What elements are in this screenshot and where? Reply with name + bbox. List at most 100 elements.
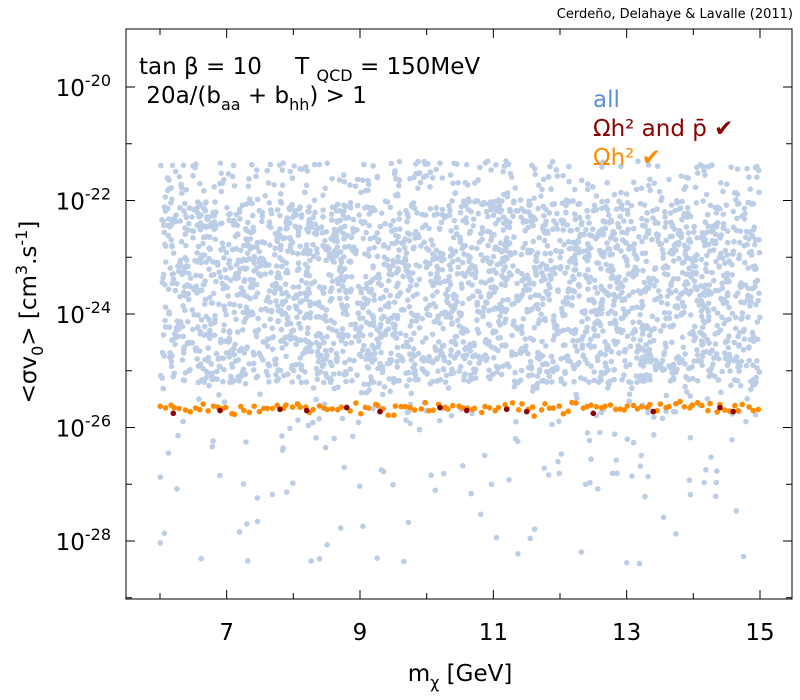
point-all xyxy=(229,173,236,180)
point-all xyxy=(560,227,566,233)
point-all xyxy=(180,350,187,356)
point-all xyxy=(538,193,544,199)
point-all xyxy=(528,216,535,222)
point-all xyxy=(576,359,582,366)
point-all xyxy=(428,278,434,285)
point-all xyxy=(361,381,367,388)
point-all xyxy=(712,204,719,211)
point-all xyxy=(585,181,591,187)
point-all xyxy=(510,263,516,269)
point-all xyxy=(327,298,334,304)
point-all xyxy=(455,349,462,356)
point-all xyxy=(518,206,525,212)
point-all xyxy=(566,163,572,170)
point-all xyxy=(166,216,172,222)
point-all xyxy=(269,325,276,332)
point-all xyxy=(736,343,742,349)
point-all xyxy=(326,245,332,252)
point-all xyxy=(624,333,631,340)
point-all xyxy=(663,392,670,399)
point-all xyxy=(178,238,185,245)
point-all xyxy=(499,198,505,204)
point-all xyxy=(272,361,279,367)
point-all xyxy=(509,301,515,308)
point-all xyxy=(254,495,261,501)
point-all xyxy=(752,266,758,273)
point-all xyxy=(378,331,384,337)
point-all xyxy=(344,332,351,338)
point-all xyxy=(196,214,202,220)
point-all xyxy=(430,282,436,289)
point-all xyxy=(629,305,636,311)
point-all xyxy=(741,299,748,306)
point-all xyxy=(360,305,366,311)
point-relic xyxy=(573,400,579,406)
point-all xyxy=(488,167,494,173)
y-tick-label: 10-20 xyxy=(56,71,111,102)
point-all xyxy=(371,244,378,251)
point-all xyxy=(186,220,192,227)
point-all xyxy=(293,212,300,218)
point-relic-antiproton xyxy=(343,404,350,411)
point-all xyxy=(310,253,317,260)
point-all xyxy=(370,163,376,169)
point-all xyxy=(505,241,512,247)
point-relic xyxy=(732,402,738,409)
point-all xyxy=(380,294,387,300)
point-all xyxy=(622,358,628,364)
point-all xyxy=(225,349,232,356)
point-all xyxy=(435,266,442,273)
point-all xyxy=(728,382,734,389)
point-all xyxy=(274,303,281,309)
point-all xyxy=(297,325,304,331)
point-all xyxy=(437,347,444,354)
point-all xyxy=(179,357,186,363)
point-all xyxy=(313,314,320,320)
point-all xyxy=(659,194,665,201)
point-all xyxy=(166,224,173,230)
point-all xyxy=(624,436,631,443)
point-all xyxy=(187,275,194,282)
point-all xyxy=(626,246,632,252)
point-all xyxy=(542,206,549,213)
point-all xyxy=(458,203,465,210)
point-all xyxy=(504,223,511,229)
point-all xyxy=(334,358,340,365)
point-all xyxy=(663,344,669,350)
point-all xyxy=(658,364,664,371)
point-all xyxy=(584,275,590,282)
point-all xyxy=(686,265,692,272)
point-all xyxy=(396,378,403,384)
point-relic xyxy=(157,403,163,410)
point-all xyxy=(411,330,417,337)
point-all xyxy=(460,353,466,359)
point-all xyxy=(441,256,447,263)
point-all xyxy=(363,204,370,210)
x-tick-label: 11 xyxy=(479,620,508,646)
point-all xyxy=(419,315,426,322)
point-relic xyxy=(509,400,516,406)
point-all xyxy=(388,350,394,357)
point-all xyxy=(371,350,378,357)
point-all xyxy=(647,377,653,383)
point-all xyxy=(552,271,558,277)
point-all xyxy=(647,187,654,194)
point-all xyxy=(356,338,362,344)
point-all xyxy=(365,187,371,194)
point-all xyxy=(321,243,327,250)
point-all xyxy=(419,339,426,345)
point-all xyxy=(699,300,705,306)
point-all xyxy=(586,437,593,444)
point-all xyxy=(720,225,726,232)
point-all xyxy=(734,377,741,384)
point-all xyxy=(182,254,188,261)
point-all xyxy=(650,337,657,344)
point-all xyxy=(327,288,334,295)
point-all xyxy=(571,379,577,385)
point-relic xyxy=(602,403,608,410)
point-all xyxy=(687,312,694,318)
point-all xyxy=(471,340,477,347)
point-all xyxy=(553,326,560,333)
point-all xyxy=(177,319,184,325)
point-all xyxy=(423,335,429,341)
